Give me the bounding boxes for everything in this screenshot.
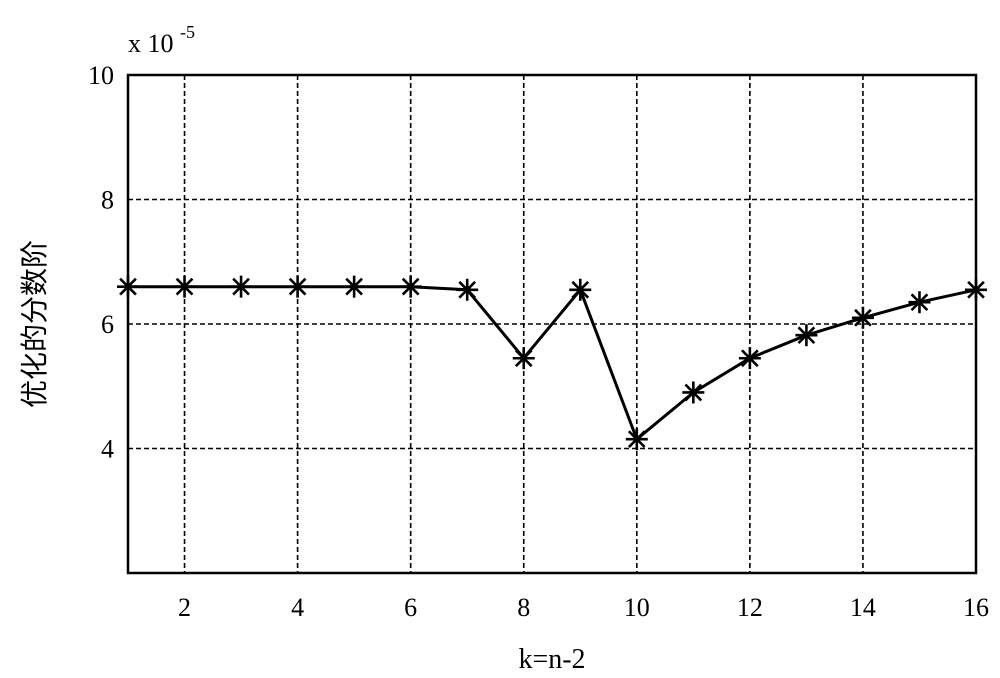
y-scale-prefix: x 10	[128, 29, 174, 58]
data-point	[343, 275, 366, 298]
data-point	[173, 275, 196, 298]
y-tick-labels: 4 6 8 10	[88, 61, 114, 464]
y-tick-label: 4	[101, 435, 114, 464]
data-point	[682, 381, 705, 404]
data-point	[738, 347, 761, 370]
data-point	[965, 278, 987, 301]
y-tick-label: 8	[101, 186, 114, 215]
x-tick-label: 2	[178, 593, 191, 622]
x-tick-label: 12	[737, 593, 763, 622]
data-point	[456, 278, 479, 301]
y-scale-exponent: -5	[180, 22, 195, 42]
y-tick-label: 10	[88, 61, 114, 90]
data-point	[908, 291, 931, 314]
y-scale-factor: x 10 -5	[128, 22, 195, 58]
series-markers	[117, 275, 987, 451]
x-tick-label: 6	[404, 593, 417, 622]
x-tick-label: 8	[517, 593, 530, 622]
y-tick-label: 6	[101, 310, 114, 339]
x-tick-label: 10	[624, 593, 650, 622]
x-tick-label: 14	[850, 593, 876, 622]
data-point	[795, 324, 818, 347]
x-tick-label: 16	[963, 593, 989, 622]
data-point	[230, 275, 253, 298]
data-point	[625, 428, 648, 451]
data-point	[286, 275, 309, 298]
x-tick-label: 4	[291, 593, 304, 622]
data-point	[512, 347, 535, 370]
plot-frame	[126, 73, 978, 575]
x-tick-labels: 2 4 6 8 10 12 14 16	[178, 593, 989, 622]
series-line	[128, 285, 977, 441]
y-axis-label: 优化的分数阶	[19, 240, 51, 408]
data-point	[399, 275, 422, 298]
data-point	[117, 275, 139, 298]
x-axis-label: k=n-2	[518, 644, 585, 675]
data-point	[851, 306, 874, 329]
data-point	[569, 278, 592, 301]
